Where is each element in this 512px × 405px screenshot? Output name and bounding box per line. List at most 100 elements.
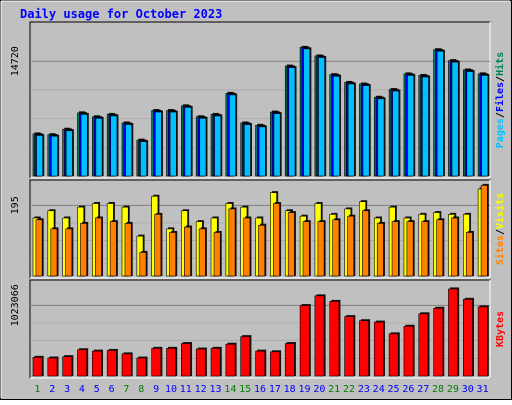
bar-kbytes-day-27 bbox=[418, 313, 429, 377]
x-tick-day-24: 24 bbox=[373, 384, 385, 395]
bar-pages-day-21 bbox=[333, 75, 340, 177]
panel-visitors-legend: Sites/Visits bbox=[494, 193, 506, 265]
bar-kbytes-day-26 bbox=[403, 325, 414, 377]
bar-pages-day-4 bbox=[80, 114, 88, 177]
bar-pages-day-23 bbox=[362, 85, 370, 177]
x-tick-day-18: 18 bbox=[284, 384, 296, 395]
x-tick-day-6: 6 bbox=[109, 384, 115, 395]
bar-pages-day-1 bbox=[36, 135, 44, 177]
legend-hits: Hits bbox=[494, 52, 506, 76]
legend-sites: Sites bbox=[494, 235, 506, 265]
legend-separator: / bbox=[495, 229, 506, 235]
x-tick-day-14: 14 bbox=[224, 384, 236, 395]
bar-kbytes-day-4 bbox=[77, 349, 87, 377]
bar-kbytes-day-12 bbox=[195, 348, 206, 377]
legend-separator: / bbox=[495, 76, 506, 82]
bar-kbytes-day-5 bbox=[92, 350, 102, 377]
x-tick-day-16: 16 bbox=[254, 384, 266, 395]
bar-sites-day-10 bbox=[169, 232, 177, 277]
bar-kbytes-day-7 bbox=[121, 353, 132, 377]
bar-sites-day-1 bbox=[35, 219, 43, 277]
bar-kbytes-day-25 bbox=[388, 333, 399, 377]
bar-sites-day-24 bbox=[376, 223, 384, 277]
bar-sites-day-9 bbox=[154, 214, 162, 277]
x-tick-day-9: 9 bbox=[153, 384, 159, 395]
bar-kbytes-day-24 bbox=[373, 321, 384, 377]
bar-pages-day-16 bbox=[258, 126, 266, 177]
legend-separator: / bbox=[495, 112, 506, 118]
bar-sites-day-8 bbox=[139, 252, 147, 277]
bar-sites-day-28 bbox=[436, 219, 444, 277]
bar-pages-day-7 bbox=[125, 124, 133, 177]
x-tick-day-31: 31 bbox=[477, 384, 489, 395]
bar-pages-day-25 bbox=[392, 90, 400, 177]
bar-sites-day-19 bbox=[302, 221, 310, 277]
bar-kbytes-day-16 bbox=[255, 350, 266, 377]
bar-kbytes-day-29 bbox=[448, 288, 458, 377]
bar-sites-day-22 bbox=[347, 215, 355, 277]
bar-sites-day-2 bbox=[50, 228, 58, 277]
bar-sites-day-3 bbox=[65, 228, 73, 277]
bar-pages-day-31 bbox=[481, 75, 489, 177]
x-tick-day-28: 28 bbox=[432, 384, 444, 395]
bar-pages-day-24 bbox=[377, 98, 385, 177]
x-tick-day-17: 17 bbox=[269, 384, 281, 395]
bar-pages-day-22 bbox=[347, 83, 355, 177]
chart-title: Daily usage for October 2023 bbox=[20, 7, 222, 21]
bar-sites-day-6 bbox=[109, 221, 117, 277]
x-tick-day-12: 12 bbox=[195, 384, 207, 395]
bar-pages-day-20 bbox=[318, 57, 325, 177]
x-tick-day-8: 8 bbox=[138, 384, 144, 395]
bar-sites-day-27 bbox=[421, 221, 429, 277]
legend-visits: Visits bbox=[494, 193, 506, 229]
panel-requests-ymax-label: 14720 bbox=[10, 46, 21, 76]
legend-kbytes: KBytes bbox=[495, 311, 506, 347]
bar-pages-day-11 bbox=[184, 107, 192, 177]
bar-pages-day-15 bbox=[243, 124, 251, 177]
bar-pages-day-28 bbox=[436, 50, 444, 177]
x-tick-day-13: 13 bbox=[209, 384, 221, 395]
x-tick-day-29: 29 bbox=[447, 384, 459, 395]
bar-kbytes-day-6 bbox=[106, 350, 117, 377]
bar-sites-day-18 bbox=[287, 212, 295, 277]
bar-sites-day-20 bbox=[317, 221, 325, 277]
bar-pages-day-30 bbox=[466, 71, 474, 177]
x-tick-day-26: 26 bbox=[402, 384, 414, 395]
x-tick-day-4: 4 bbox=[79, 384, 85, 395]
bar-kbytes-day-21 bbox=[329, 301, 340, 377]
bar-kbytes-day-9 bbox=[151, 348, 162, 377]
bar-kbytes-day-8 bbox=[136, 357, 147, 377]
x-tick-day-3: 3 bbox=[64, 384, 70, 395]
bar-pages-day-17 bbox=[273, 113, 281, 177]
bar-sites-day-4 bbox=[80, 223, 87, 277]
bar-kbytes-day-20 bbox=[314, 295, 325, 377]
bar-sites-day-26 bbox=[406, 221, 414, 277]
bar-sites-day-31 bbox=[480, 185, 488, 277]
bar-kbytes-day-11 bbox=[181, 343, 191, 377]
bar-pages-day-26 bbox=[407, 75, 415, 177]
bar-pages-day-3 bbox=[65, 130, 73, 177]
x-tick-day-19: 19 bbox=[298, 384, 310, 395]
bar-kbytes-day-19 bbox=[299, 305, 310, 377]
x-tick-day-23: 23 bbox=[358, 384, 370, 395]
bar-kbytes-day-1 bbox=[32, 357, 43, 377]
bar-kbytes-day-3 bbox=[62, 356, 73, 377]
bar-sites-day-29 bbox=[451, 217, 458, 277]
bar-pages-day-19 bbox=[303, 48, 311, 177]
x-tick-day-27: 27 bbox=[417, 384, 429, 395]
x-tick-day-21: 21 bbox=[328, 384, 340, 395]
bar-kbytes-day-22 bbox=[344, 316, 355, 377]
bar-pages-day-12 bbox=[199, 118, 207, 177]
bar-sites-day-11 bbox=[184, 226, 191, 277]
bar-pages-day-10 bbox=[169, 111, 177, 177]
bar-kbytes-day-18 bbox=[284, 343, 295, 377]
panel-requests-legend: Pages/Files/Hits bbox=[494, 52, 506, 148]
bar-kbytes-day-31 bbox=[477, 306, 488, 377]
x-tick-day-1: 1 bbox=[34, 384, 40, 395]
bar-sites-day-12 bbox=[198, 228, 206, 277]
bar-pages-day-14 bbox=[229, 94, 236, 177]
bar-kbytes-day-13 bbox=[210, 348, 221, 377]
legend-files: Files bbox=[494, 82, 506, 112]
bar-pages-day-9 bbox=[154, 111, 162, 177]
